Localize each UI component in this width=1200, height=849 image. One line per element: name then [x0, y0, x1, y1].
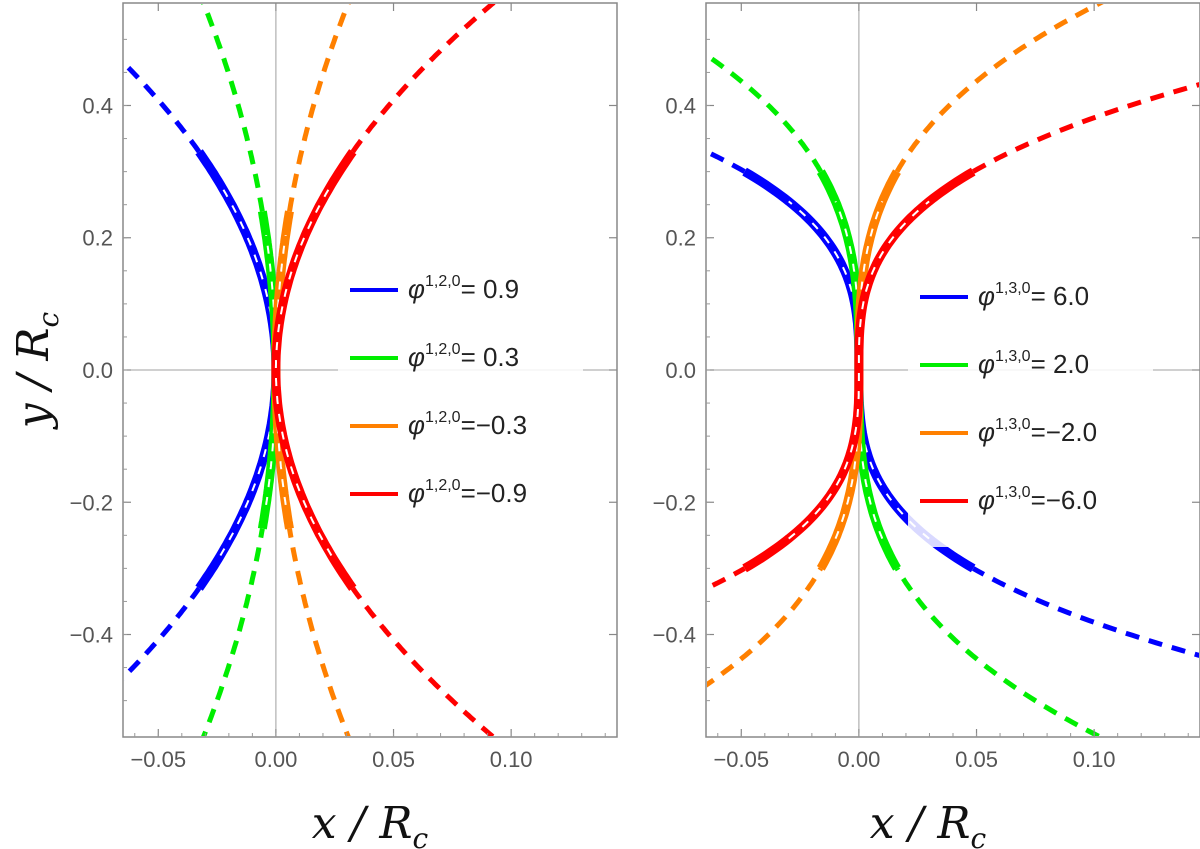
series-1-dashed-lower [201, 528, 265, 736]
series-2-dashed-upper [287, 4, 351, 212]
y-tick-label: 0.0 [665, 358, 696, 383]
y-tick-label: −0.2 [70, 490, 113, 515]
x-tick-label: 0.10 [1073, 747, 1116, 772]
legend-label: φ1,3,0=−6.0 [978, 484, 1097, 515]
chart-panel-left: −0.05 0.00 0.05 0.10 −0.4 −0.2 0.0 0.2 0.4 φ1,2,… [70, 2, 618, 772]
series-1-dashed-upper [201, 4, 265, 212]
y-tick-label: 0.2 [82, 226, 113, 251]
legend: φ1,2,0= 0.9 φ1,2,0= 0.3 φ1,2,0=−0.3 φ1,2,0=… [338, 258, 583, 540]
y-tick-label: 0.0 [82, 358, 113, 383]
y-tick-label: −0.4 [653, 623, 696, 648]
x-tick-label: 0.05 [955, 747, 998, 772]
y-tick-label: −0.2 [653, 490, 696, 515]
legend-label: φ1,2,0=−0.9 [408, 477, 527, 508]
y-tick-label: 0.4 [82, 93, 113, 118]
x-axis-label-left: x / Rc [312, 798, 429, 849]
series-3-dashed-upper [350, 4, 497, 154]
y-tick-label: 0.2 [665, 226, 696, 251]
x-tick-label: 0.00 [837, 747, 880, 772]
x-tick-label: −0.05 [713, 747, 769, 772]
legend: φ1,3,0= 6.0 φ1,3,0= 2.0 φ1,3,0=−2.0 φ1,3,0=… [908, 265, 1153, 547]
series-1-inner-dash [834, 201, 884, 539]
series-0-inner-dash [788, 200, 930, 540]
x-tick-label: −0.05 [130, 747, 186, 772]
legend-label: φ1,2,0= 0.3 [408, 341, 519, 372]
series-2-inner-dash [834, 201, 884, 539]
x-tick-label: 0.05 [372, 747, 415, 772]
legend-label: φ1,2,0=−0.3 [408, 409, 527, 440]
x-tick-label: 0.00 [254, 747, 297, 772]
series-2-dashed-lower [287, 528, 351, 736]
y-axis-label: y / Rc [8, 311, 65, 430]
series-0-dashed-lower [971, 566, 1199, 658]
legend-label: φ1,3,0= 2.0 [978, 348, 1089, 379]
series-2-dashed-lower [707, 567, 823, 688]
legend-label: φ1,3,0=−2.0 [978, 416, 1097, 447]
legend-label: φ1,3,0= 6.0 [978, 280, 1089, 311]
x-tick-label: 0.10 [490, 747, 533, 772]
legend-label: φ1,2,0= 0.9 [408, 273, 519, 304]
series-0-dashed-upper [124, 59, 202, 154]
x-axis-label-right: x / Rc [870, 798, 987, 849]
y-tick-label: −0.4 [70, 623, 113, 648]
series-3-dashed-upper [971, 82, 1199, 174]
chart-panel-right: −0.05 0.00 0.05 0.10 −0.4 −0.2 0.0 0.2 0.4 φ1,3,… [653, 2, 1200, 772]
series-3-inner-dash [788, 200, 930, 540]
y-tick-label: 0.4 [665, 93, 696, 118]
